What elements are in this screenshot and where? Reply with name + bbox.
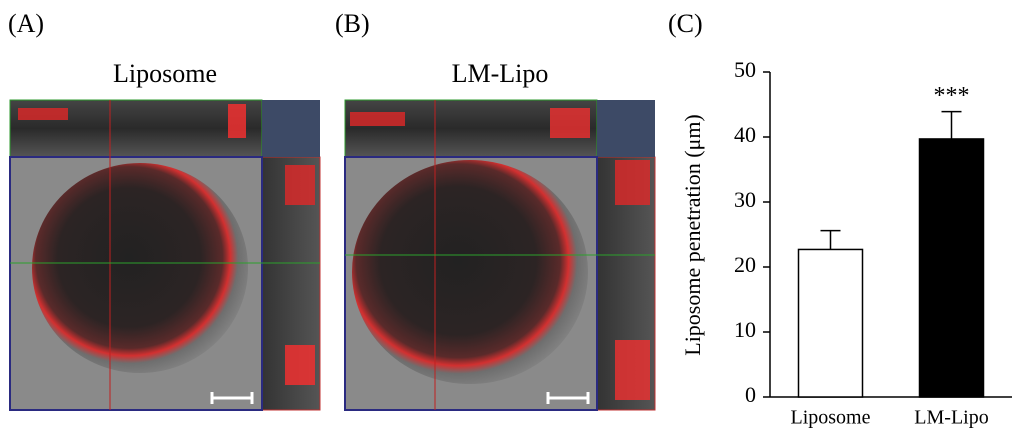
panel-b: (B) LM-Lipo <box>335 9 656 411</box>
corner <box>597 100 655 157</box>
panel-title: LM-Lipo <box>452 59 549 88</box>
signal <box>285 165 315 205</box>
significance: *** <box>934 83 970 109</box>
scale-bar <box>546 392 590 404</box>
signal <box>350 112 405 126</box>
signal <box>615 340 650 400</box>
signal <box>228 104 246 138</box>
y-tick-label: 40 <box>734 122 756 147</box>
y-tick-label: 30 <box>734 187 756 212</box>
frame <box>344 156 598 411</box>
spheroid <box>352 160 588 384</box>
scale-bar <box>210 392 254 404</box>
signal <box>285 345 315 385</box>
panel-label: (C) <box>668 9 703 38</box>
frame <box>9 156 263 411</box>
spheroid <box>32 163 248 373</box>
bar-chart: (C) Liposome penetration (μm) 0 10 20 30 40 5… <box>668 9 1012 429</box>
corner <box>262 100 320 157</box>
y-axis-label: Liposome penetration (μm) <box>680 114 705 356</box>
error-bar <box>820 229 841 250</box>
bar <box>797 248 864 398</box>
x-tick-label: Liposome <box>791 407 871 429</box>
y-tick-label: 20 <box>734 252 756 277</box>
bar <box>918 138 985 398</box>
signal <box>550 108 590 138</box>
signal <box>615 160 650 205</box>
y-tick-label: 50 <box>734 57 756 82</box>
y-tick-label: 10 <box>734 317 756 342</box>
signal <box>18 108 68 120</box>
panel-a: (A) Liposome <box>8 9 321 411</box>
panel-title: Liposome <box>113 59 217 88</box>
panel-label: (B) <box>335 9 370 38</box>
error-bar <box>941 110 962 139</box>
y-tick-label: 0 <box>745 382 756 407</box>
panel-label: (A) <box>8 9 44 38</box>
x-tick-label: LM-Lipo <box>914 407 988 429</box>
